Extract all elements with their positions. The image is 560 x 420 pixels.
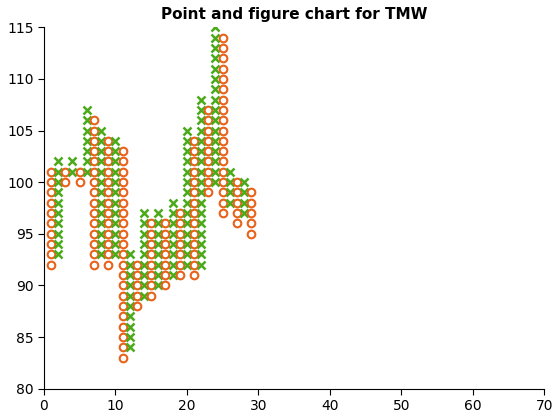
Title: Point and figure chart for TMW: Point and figure chart for TMW: [161, 7, 427, 22]
